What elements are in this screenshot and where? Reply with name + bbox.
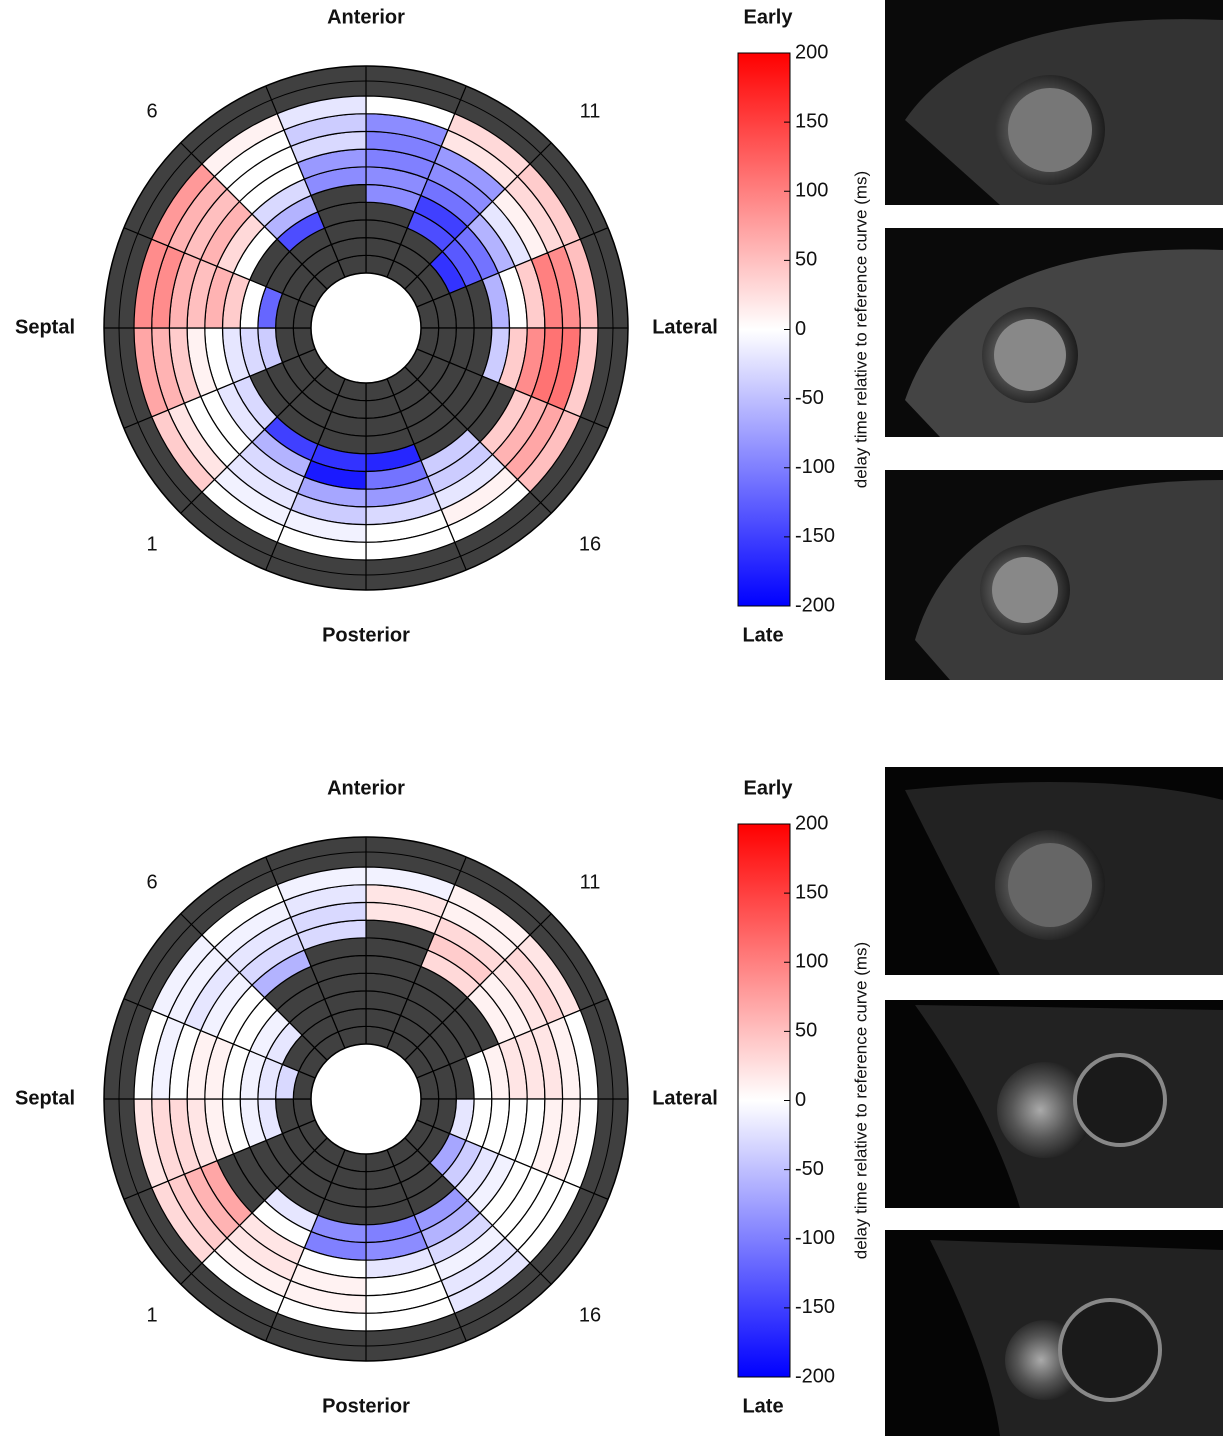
colorbar-tick-label: -200	[795, 594, 835, 616]
figure: AnteriorPosteriorSeptalLateral6111162001…	[0, 0, 1223, 1436]
direction-label: Posterior	[322, 624, 410, 646]
colorbar-tick-label: -200	[795, 1365, 835, 1387]
center-hole	[311, 1044, 421, 1154]
colorbar-tick-label: 0	[795, 318, 806, 340]
colorbar-bottom-label: Late	[742, 624, 783, 646]
colorbar-tick-label: -50	[795, 387, 824, 409]
center-hole	[311, 273, 421, 383]
colorbar-tick-label: 100	[795, 180, 828, 202]
colorbar-label: delay time relative to reference curve (…	[851, 171, 870, 488]
direction-label: Anterior	[327, 6, 405, 28]
mri-image	[885, 767, 1223, 975]
mri-images	[885, 0, 1223, 1436]
sector-label: 11	[580, 100, 601, 122]
direction-label: Posterior	[322, 1395, 410, 1417]
mri-image	[885, 1000, 1223, 1208]
colorbar-tick-label: 150	[795, 110, 828, 132]
sector-label: 16	[579, 1304, 601, 1326]
colorbar-tick-label: 50	[795, 1020, 817, 1042]
colorbar-tick-label: -100	[795, 456, 835, 478]
colorbar-tick-label: 150	[795, 881, 828, 903]
direction-label: Septal	[15, 1087, 75, 1109]
mri-image	[885, 0, 1223, 205]
bullseye	[104, 837, 628, 1361]
colorbar-tick-label: 200	[795, 41, 828, 63]
direction-label: Lateral	[652, 316, 718, 338]
colorbar-label: delay time relative to reference curve (…	[851, 942, 870, 1259]
colorbar	[738, 824, 790, 1377]
colorbar-tick-label: 50	[795, 249, 817, 271]
colorbar-tick-label: -100	[795, 1227, 835, 1249]
sector-label: 1	[146, 1304, 157, 1326]
colorbar-tick-label: 0	[795, 1089, 806, 1111]
colorbar-top-label: Early	[744, 777, 794, 799]
sector-label: 1	[146, 533, 157, 555]
direction-label: Septal	[15, 316, 75, 338]
mri-image	[885, 470, 1223, 680]
colorbar-tick-label: -150	[795, 1296, 835, 1318]
colorbar	[738, 53, 790, 606]
sector-label: 11	[580, 871, 601, 893]
sector-label: 6	[146, 100, 157, 122]
direction-label: Lateral	[652, 1087, 718, 1109]
colorbar-tick-label: 100	[795, 951, 828, 973]
colorbar-tick-label: 200	[795, 812, 828, 834]
mri-image	[885, 228, 1223, 437]
colorbar-top-label: Early	[744, 6, 794, 28]
colorbar-tick-label: -50	[795, 1158, 824, 1180]
sector-label: 16	[579, 533, 601, 555]
mri-image	[885, 1230, 1223, 1436]
sector-label: 6	[146, 871, 157, 893]
bullseye	[104, 66, 628, 590]
direction-label: Anterior	[327, 777, 405, 799]
colorbar-tick-label: -150	[795, 525, 835, 547]
colorbar-bottom-label: Late	[742, 1395, 783, 1417]
